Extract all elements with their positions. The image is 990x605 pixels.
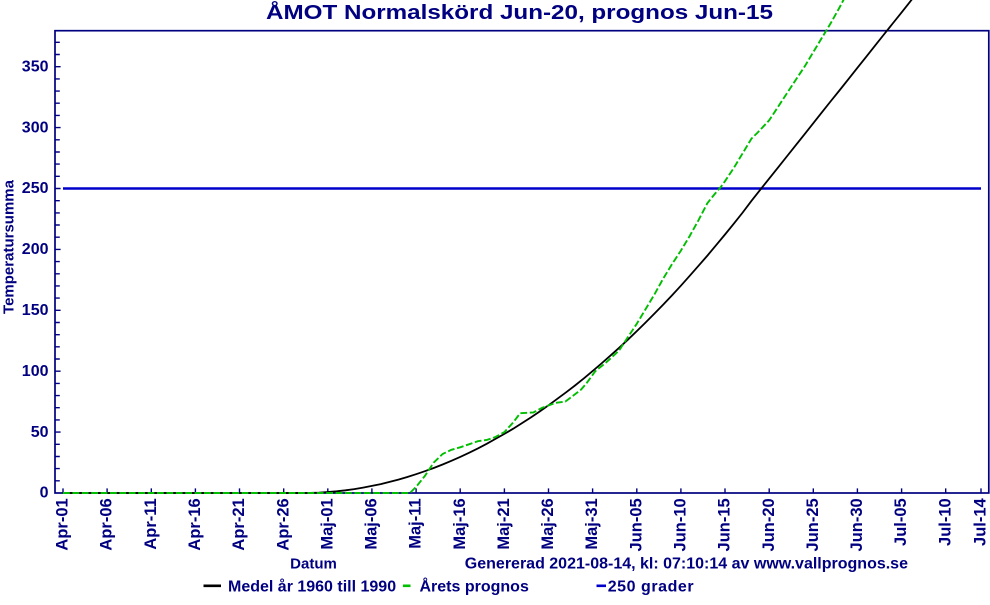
svg-text:50: 50	[31, 424, 49, 441]
svg-text:250 grader: 250 grader	[608, 579, 694, 596]
svg-text:350: 350	[22, 58, 49, 75]
svg-text:Årets prognos: Årets prognos	[420, 577, 529, 596]
svg-text:Apr-01: Apr-01	[54, 498, 72, 550]
svg-text:Jun-25: Jun-25	[804, 498, 822, 551]
svg-text:Medel år 1960 till 1990: Medel år 1960 till 1990	[228, 578, 396, 596]
svg-text:Genererad 2021-08-14, kl: 07:1: Genererad 2021-08-14, kl: 07:10:14 av ww…	[465, 556, 908, 573]
svg-text:ÅMOT Normalskörd Jun-20, progn: ÅMOT Normalskörd Jun-20, prognos Jun-15	[266, 0, 773, 24]
svg-text:Temperatursumma: Temperatursumma	[1, 179, 18, 314]
svg-text:Jun-30: Jun-30	[848, 498, 866, 551]
svg-text:Jul-14: Jul-14	[972, 497, 990, 546]
svg-text:100: 100	[22, 363, 49, 380]
svg-text:Maj-16: Maj-16	[451, 498, 469, 549]
svg-text:Apr-26: Apr-26	[274, 498, 292, 550]
svg-text:Datum: Datum	[290, 556, 337, 573]
svg-text:Jul-05: Jul-05	[892, 498, 910, 546]
svg-text:0: 0	[40, 485, 49, 502]
svg-text:250: 250	[22, 180, 49, 197]
svg-text:Jun-20: Jun-20	[760, 498, 778, 551]
svg-text:Apr-06: Apr-06	[98, 498, 116, 550]
svg-text:Jul-10: Jul-10	[936, 498, 954, 546]
svg-text:Jun-15: Jun-15	[716, 498, 734, 551]
svg-text:Maj-06: Maj-06	[363, 498, 381, 549]
svg-text:Maj-21: Maj-21	[495, 498, 513, 549]
svg-text:Maj-01: Maj-01	[318, 498, 336, 549]
svg-text:Maj-11: Maj-11	[407, 498, 425, 548]
svg-text:Apr-21: Apr-21	[230, 498, 248, 550]
svg-text:300: 300	[22, 119, 49, 136]
svg-text:Jun-10: Jun-10	[672, 498, 690, 551]
svg-text:Maj-26: Maj-26	[539, 498, 557, 549]
svg-text:Jun-05: Jun-05	[627, 498, 645, 551]
svg-text:Apr-11: Apr-11	[142, 498, 160, 549]
svg-text:Apr-16: Apr-16	[186, 498, 204, 550]
svg-text:150: 150	[22, 302, 49, 319]
svg-text:200: 200	[22, 241, 49, 258]
svg-text:Maj-31: Maj-31	[583, 498, 601, 549]
